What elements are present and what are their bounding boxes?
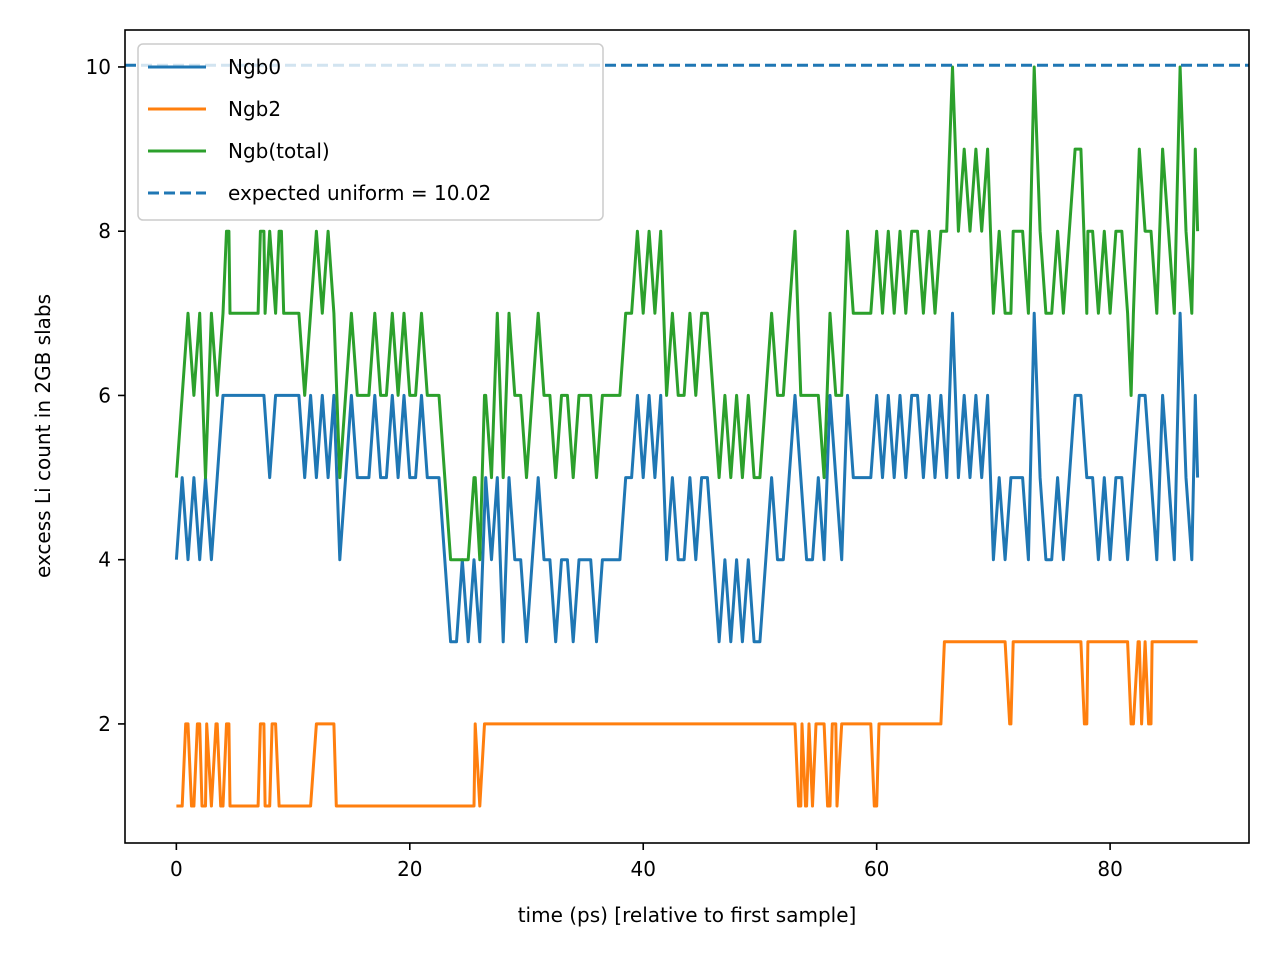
- y-tick-label: 10: [86, 55, 111, 79]
- series-line-ngb0: [174, 311, 1200, 644]
- y-tick-label: 8: [98, 219, 111, 243]
- series-line-ngb-total: [174, 65, 1200, 562]
- x-tick-label: 0: [170, 857, 183, 881]
- x-axis: 0 20 40 60 80: [170, 843, 1123, 881]
- x-tick-label: 60: [864, 857, 889, 881]
- y-tick-label: 6: [98, 383, 111, 407]
- legend-box: [137, 43, 604, 221]
- x-tick-label: 80: [1097, 857, 1122, 881]
- legend-label-expected-uniform: expected uniform = 10.02: [228, 181, 491, 205]
- y-axis: 2 4 6 8 10: [86, 55, 125, 736]
- plot-lines: [125, 63, 1249, 808]
- legend-label-ngb-total: Ngb(total): [228, 139, 330, 163]
- legend-label-ngb0: Ngb0: [228, 55, 281, 79]
- x-tick-label: 20: [397, 857, 422, 881]
- y-axis-label: excess Li count in 2GB slabs: [31, 294, 55, 578]
- legend-label-ngb2: Ngb2: [228, 97, 281, 121]
- y-tick-label: 4: [98, 548, 111, 572]
- y-tick-label: 2: [98, 712, 111, 736]
- x-axis-label: time (ps) [relative to first sample]: [518, 903, 857, 927]
- x-tick-label: 40: [631, 857, 656, 881]
- plot-frame: [124, 29, 1250, 844]
- legend: Ngb0 Ngb2 Ngb(total) expected uniform = …: [137, 43, 604, 221]
- series-line-ngb2: [176, 640, 1198, 808]
